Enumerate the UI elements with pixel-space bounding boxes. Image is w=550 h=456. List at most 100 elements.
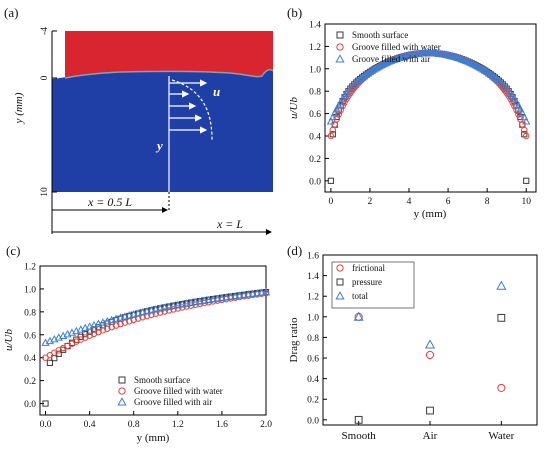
x-full-label: x = L xyxy=(216,217,243,231)
panel-a: (a) -4 0 10 y (mm) u y x = 0.5 L x = L xyxy=(4,5,274,235)
c-point-water xyxy=(112,322,120,329)
b-point-air xyxy=(332,104,341,113)
a-ylabel: y (mm) xyxy=(13,92,25,124)
x-half-label: x = 0.5 L xyxy=(87,195,132,209)
c-legend-marker xyxy=(118,387,126,395)
b-point-air xyxy=(479,65,488,73)
b-legend-entry: Groove filled with air xyxy=(352,54,430,64)
b-point-smooth xyxy=(327,177,334,184)
c-point-water xyxy=(152,310,159,317)
panel-b-xlabel: y (mm) xyxy=(414,208,447,220)
b-point-water xyxy=(329,126,337,134)
c-point-water xyxy=(121,319,129,326)
b-point-air xyxy=(481,66,490,74)
b-point-air xyxy=(346,84,355,92)
interface-line xyxy=(64,68,274,79)
c-xtick-label: 1.6 xyxy=(216,420,228,430)
c-legend-marker xyxy=(118,376,126,384)
c-point-air xyxy=(138,308,147,316)
lower-blue-region xyxy=(52,69,273,192)
c-point-air xyxy=(200,296,209,304)
b-point-air xyxy=(465,58,474,66)
c-point-air xyxy=(169,301,178,310)
d-point-total xyxy=(424,339,436,349)
d-ytick-label: 1.6 xyxy=(307,252,319,262)
d-point-total xyxy=(496,280,507,290)
b-point-water xyxy=(327,132,335,140)
d-point-pressure xyxy=(497,313,506,322)
c-point-air xyxy=(147,306,156,314)
c-point-air xyxy=(217,293,227,302)
d-legend-entry: frictional xyxy=(352,263,385,273)
c-point-air xyxy=(261,287,271,296)
c-legend-entry: Groove filled with water xyxy=(134,386,223,396)
b-legend-entry: Smooth surface xyxy=(352,30,408,40)
b-ytick-label: 0.0 xyxy=(309,177,321,187)
panel-c-xlabel: y (mm) xyxy=(137,432,170,444)
b-xtick-label: 8 xyxy=(485,197,490,207)
c-point-air xyxy=(164,302,174,310)
b-point-smooth xyxy=(523,177,530,184)
b-point-air xyxy=(516,104,525,113)
c-xtick-label: 0.4 xyxy=(84,420,96,430)
d-ytick-label: 1.4 xyxy=(307,272,319,282)
b-point-air xyxy=(518,108,527,117)
c-point-smooth xyxy=(46,359,54,366)
c-point-air xyxy=(134,309,143,317)
c-point-air xyxy=(191,297,200,306)
c-point-air xyxy=(173,300,182,309)
b-point-air xyxy=(455,54,464,62)
b-xtick-label: 2 xyxy=(368,197,373,207)
d-legend-marker xyxy=(335,291,345,300)
b-ytick-label: 0.2 xyxy=(309,155,321,165)
b-legend-marker xyxy=(336,31,344,39)
b-xtick-label: 4 xyxy=(407,197,412,207)
b-point-air xyxy=(350,80,359,88)
b-point-air xyxy=(344,86,353,95)
c-point-air xyxy=(142,307,152,315)
c-legend-entry: Smooth surface xyxy=(134,375,190,385)
b-point-air xyxy=(451,52,460,61)
b-point-smooth xyxy=(329,131,336,138)
panel-c: (c) 0.0 0.4 0.8 1.2 1.6 2.0 0.0 0.2 0.4 0.6 0.8 1.0… xyxy=(3,243,272,444)
panel-c-ylabel: u/Ub xyxy=(3,329,15,352)
panel-b-ylabel: u/Ub xyxy=(288,97,300,120)
d-legend-box xyxy=(331,261,415,309)
b-point-air xyxy=(459,55,468,63)
d-category-label: Air xyxy=(423,430,438,442)
c-xtick-label: 2.0 xyxy=(260,420,272,430)
b-point-air xyxy=(520,112,529,121)
c-point-air xyxy=(186,298,196,307)
c-point-air xyxy=(248,289,257,297)
b-point-water xyxy=(521,126,528,134)
d-point-pressure xyxy=(426,406,434,415)
b-point-air xyxy=(326,117,335,125)
c-point-air xyxy=(151,305,160,313)
c-ytick-label: 0.8 xyxy=(24,308,36,318)
d-ytick-label: 1.2 xyxy=(307,293,319,303)
d-category-label: Water xyxy=(488,430,514,442)
c-xtick-label: 1.2 xyxy=(172,420,184,430)
a-ytick-0: 0 xyxy=(40,75,50,80)
c-point-smooth xyxy=(55,350,62,357)
panel-a-label: (a) xyxy=(4,5,18,20)
c-point-air xyxy=(235,291,244,299)
y-label: y xyxy=(155,138,163,153)
c-point-water xyxy=(148,311,155,319)
c-point-air xyxy=(204,295,213,304)
panel-d-label: (d) xyxy=(287,243,302,258)
c-point-air xyxy=(222,293,231,301)
b-point-air xyxy=(369,65,378,73)
panel-d: (d) 0.0 0.2 0.4 0.6 0.8 1.0 1.2 1.4 1.6 Smooth Air… xyxy=(287,243,538,442)
b-point-air xyxy=(348,82,357,90)
c-point-air xyxy=(195,297,204,305)
d-category-label: Smooth xyxy=(342,430,377,442)
b-point-smooth xyxy=(521,131,528,138)
c-point-water xyxy=(99,327,107,334)
b-legend-entry: Groove filled with water xyxy=(352,42,441,52)
b-ytick-label: 1.2 xyxy=(309,43,321,53)
c-point-air xyxy=(156,304,165,312)
c-xtick-label: 0.8 xyxy=(128,420,140,430)
c-point-air xyxy=(208,295,218,303)
